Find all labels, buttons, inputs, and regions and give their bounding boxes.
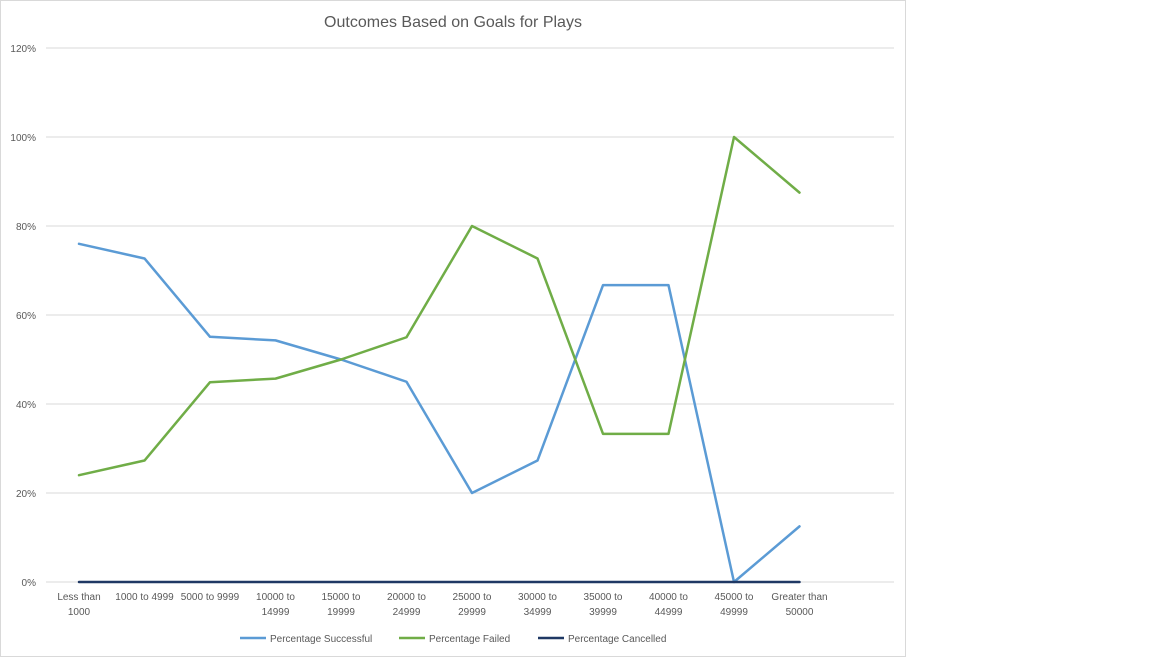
chart-area — [0, 0, 906, 657]
x-tick-label: 35000 to 39999 — [584, 592, 623, 618]
x-tick-label: 45000 to 49999 — [715, 592, 754, 618]
x-tick-label: 1000 to 4999 — [115, 592, 174, 603]
series-lines — [77, 135, 801, 584]
x-tick-label: 40000 to 44999 — [649, 592, 688, 618]
y-tick-label: 120% — [10, 44, 36, 55]
y-tick-label: 20% — [16, 489, 36, 500]
legend-label: Percentage Cancelled — [568, 634, 666, 645]
x-tick-label: 25000 to 29999 — [453, 592, 492, 618]
y-tick-label: 0% — [22, 578, 37, 589]
y-tick-label: 40% — [16, 400, 36, 411]
legend-label: Percentage Successful — [270, 634, 372, 645]
series-line-2 — [77, 135, 801, 477]
x-tick-label: Greater than 50000 — [771, 592, 827, 618]
x-tick-label: 10000 to 14999 — [256, 592, 295, 618]
x-tick-label: Less than 1000 — [57, 592, 100, 618]
x-tick-label: 5000 to 9999 — [181, 592, 240, 603]
y-axis-ticks: 0% 20% 40% 60% 80% 100% 120% — [10, 44, 36, 589]
legend: Percentage Successful Percentage Failed Pe… — [240, 634, 666, 645]
y-tick-label: 100% — [10, 133, 36, 144]
y-tick-label: 80% — [16, 222, 36, 233]
chart-title: Outcomes Based on Goals for Plays — [324, 14, 582, 31]
x-tick-label: 30000 to 34999 — [518, 592, 557, 618]
x-tick-label: 15000 to 19999 — [322, 592, 361, 618]
y-tick-label: 60% — [16, 311, 36, 322]
legend-label: Percentage Failed — [429, 634, 510, 645]
series-line-1 — [77, 242, 801, 584]
x-tick-label: 20000 to 24999 — [387, 592, 426, 618]
x-axis-ticks: Less than 1000 1000 to 4999 5000 to 9999 100… — [57, 592, 827, 618]
gridlines — [46, 47, 894, 583]
